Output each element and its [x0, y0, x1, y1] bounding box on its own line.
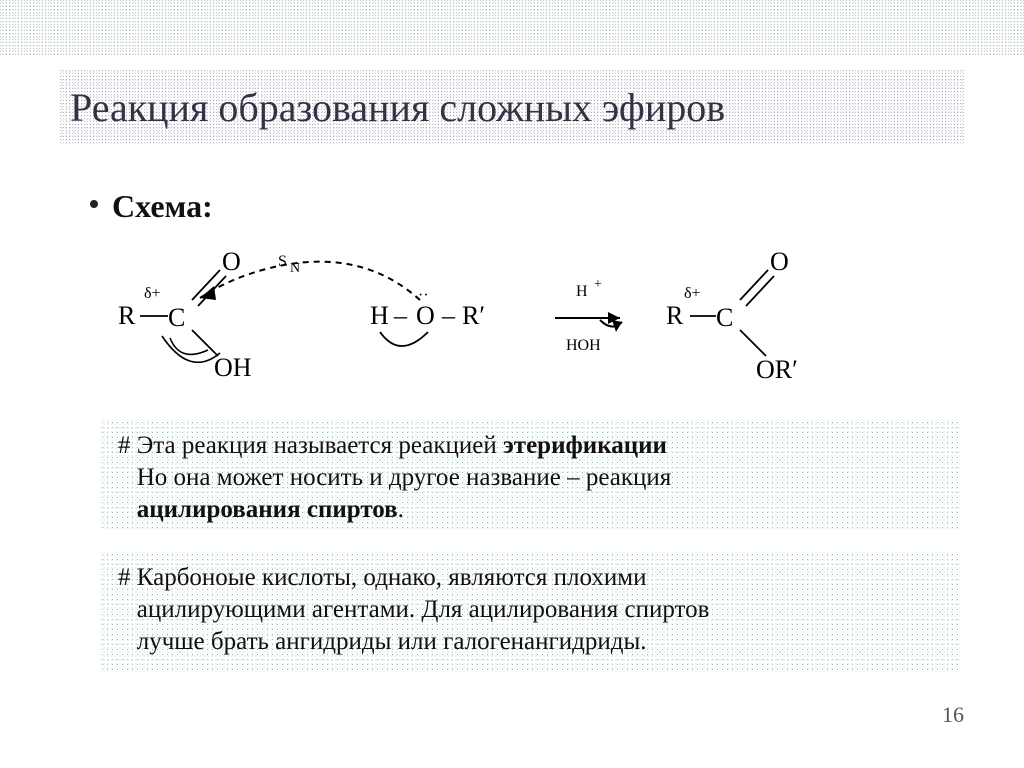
long-dash1: –	[393, 301, 408, 330]
note1-bold1: этерификации	[503, 432, 667, 459]
arrow-top: H	[576, 283, 588, 300]
acid-R: R	[118, 301, 136, 330]
lone-pair-dots: ··	[418, 287, 429, 304]
arrow-bottom: HOH	[566, 337, 601, 354]
prod-R: R	[666, 301, 684, 330]
arrow-top-sup: +	[594, 277, 602, 292]
bullet-icon	[90, 200, 98, 208]
acid-C: С	[168, 303, 185, 332]
note1-text: # Эта реакция называется реакцией этериф…	[118, 430, 942, 526]
acid-delta: δ+	[144, 285, 161, 302]
page-number: 16	[942, 702, 964, 728]
note-box-1: # Эта реакция называется реакцией этериф…	[100, 420, 960, 530]
slide-title: Реакция образования сложных эфиров	[70, 84, 725, 131]
prod-C: С	[716, 303, 733, 332]
note1-prefix: # Эта реакция называется реакцией	[118, 432, 503, 459]
note1-period: .	[398, 496, 404, 523]
acid-OH: OH	[214, 353, 252, 382]
note1-line2a: Но она может носить и другое название – …	[118, 464, 671, 491]
nuc-R: R′	[462, 301, 485, 330]
slide: Реакция образования сложных эфиров Схема…	[0, 0, 1024, 768]
nuc-H: H	[370, 301, 389, 330]
note2-text: # Карбоноые кислоты, однако, являются пл…	[118, 562, 942, 658]
header-texture	[0, 0, 1024, 56]
note1-bold2: ацилирования спиртов	[137, 496, 398, 523]
note2-line2: ацилирующими агентами. Для ацилирования …	[118, 596, 709, 623]
reaction-scheme: R С δ+ O OH S N H – O ··	[100, 238, 920, 398]
note2-line3: лучше брать ангидриды или галогенангидри…	[118, 628, 647, 655]
long-dash2: –	[441, 301, 456, 330]
note2-line1: # Карбоноые кислоты, однако, являются пл…	[118, 564, 646, 591]
prod-O-top: O	[770, 247, 789, 276]
mechanism-S: S	[278, 253, 287, 270]
prod-OR: OR′	[756, 355, 798, 384]
nuc-O: O	[416, 301, 435, 330]
title-bar: Реакция образования сложных эфиров	[60, 70, 964, 144]
schema-label: Схема:	[112, 188, 213, 225]
note-box-2: # Карбоноые кислоты, однако, являются пл…	[100, 552, 960, 672]
prod-delta: δ+	[684, 285, 701, 302]
acid-O-top: O	[222, 247, 241, 276]
